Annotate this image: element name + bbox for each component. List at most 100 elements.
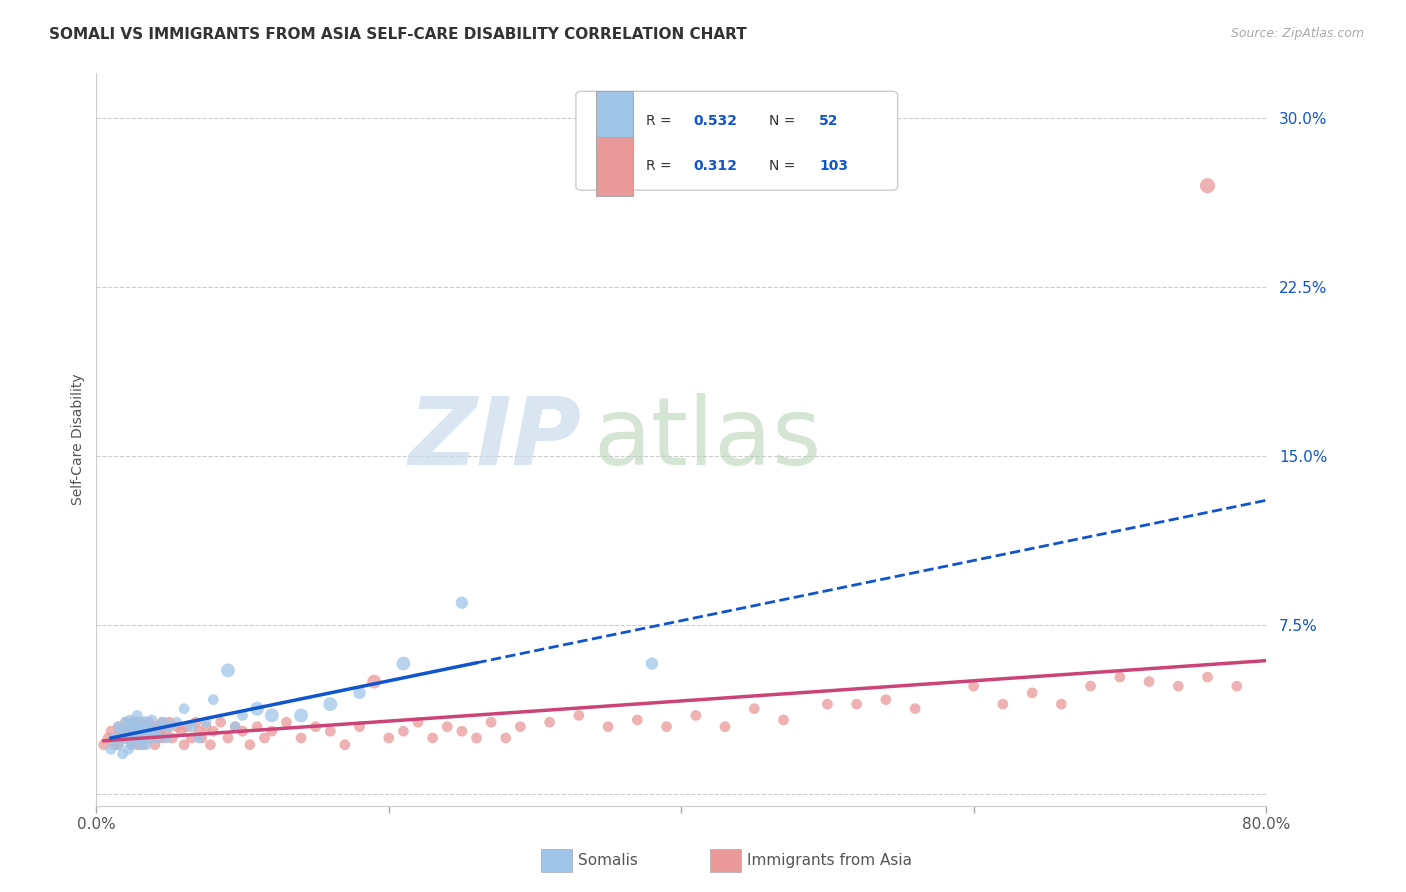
Point <box>170 724 193 739</box>
Point <box>202 724 225 739</box>
Point <box>1197 670 1219 684</box>
FancyBboxPatch shape <box>596 137 633 195</box>
Point <box>714 720 737 734</box>
Point <box>202 692 225 706</box>
Point <box>451 596 474 610</box>
Point <box>363 674 385 689</box>
Point <box>159 715 181 730</box>
Point <box>305 720 328 734</box>
Point <box>1284 747 1306 761</box>
Point <box>1137 674 1160 689</box>
Point <box>124 724 146 739</box>
Point <box>173 701 195 715</box>
Point <box>815 697 838 711</box>
Point <box>141 713 163 727</box>
Point <box>875 692 897 706</box>
Point <box>120 738 142 752</box>
Point <box>122 724 145 739</box>
Point <box>149 724 172 739</box>
Point <box>127 708 149 723</box>
Point <box>319 697 342 711</box>
Point <box>246 701 269 715</box>
Point <box>392 657 415 671</box>
Point <box>111 731 134 745</box>
Point <box>176 720 198 734</box>
Point <box>845 697 868 711</box>
Point <box>139 731 162 745</box>
Point <box>260 724 283 739</box>
Point <box>150 715 173 730</box>
Point <box>110 724 132 739</box>
Point <box>260 708 283 723</box>
Point <box>195 720 218 734</box>
Point <box>495 731 517 745</box>
Point <box>93 738 115 752</box>
Text: Immigrants from Asia: Immigrants from Asia <box>747 854 911 868</box>
Point <box>173 738 195 752</box>
Point <box>422 731 444 745</box>
Point <box>742 701 765 715</box>
Point <box>146 731 169 745</box>
Point <box>200 738 222 752</box>
Point <box>479 715 502 730</box>
Point <box>641 657 664 671</box>
Point <box>596 720 619 734</box>
Point <box>333 738 356 752</box>
Point <box>118 713 141 727</box>
Point <box>378 731 401 745</box>
Point <box>232 724 254 739</box>
Point <box>246 720 269 734</box>
Point <box>217 731 239 745</box>
Point <box>114 715 136 730</box>
Point <box>149 720 172 734</box>
Point <box>132 731 155 745</box>
Text: 103: 103 <box>820 160 848 173</box>
Point <box>406 715 429 730</box>
Point <box>1197 178 1219 193</box>
Point <box>349 720 371 734</box>
Text: N =: N = <box>769 160 800 173</box>
Point <box>166 715 188 730</box>
Point <box>991 697 1014 711</box>
Point <box>122 720 145 734</box>
Point <box>124 731 146 745</box>
Point <box>141 720 163 734</box>
Point <box>538 715 561 730</box>
Point <box>772 713 794 727</box>
Point <box>127 724 149 739</box>
Point <box>122 715 145 730</box>
Point <box>1313 679 1336 693</box>
Point <box>290 708 312 723</box>
Point <box>117 724 139 739</box>
Text: 52: 52 <box>820 113 839 128</box>
Point <box>239 738 262 752</box>
Point <box>131 724 153 739</box>
Point <box>127 738 149 752</box>
Point <box>685 708 707 723</box>
Point <box>152 731 174 745</box>
Point <box>162 731 184 745</box>
Point <box>118 720 141 734</box>
Point <box>184 715 207 730</box>
Point <box>626 713 648 727</box>
Point <box>187 724 209 739</box>
Point <box>127 731 149 745</box>
Text: 0.532: 0.532 <box>693 113 737 128</box>
Point <box>465 731 488 745</box>
Point <box>195 715 218 730</box>
Point <box>180 720 202 734</box>
Point <box>187 731 209 745</box>
Point <box>132 738 155 752</box>
Text: R =: R = <box>647 113 676 128</box>
Point <box>568 708 591 723</box>
FancyBboxPatch shape <box>596 91 633 150</box>
Point <box>134 724 156 739</box>
Point <box>135 731 157 745</box>
Point <box>148 731 170 745</box>
Point <box>143 724 166 739</box>
Point <box>100 742 122 756</box>
Text: 0.312: 0.312 <box>693 160 737 173</box>
Point <box>122 731 145 745</box>
Point <box>143 738 166 752</box>
Point <box>107 738 129 752</box>
